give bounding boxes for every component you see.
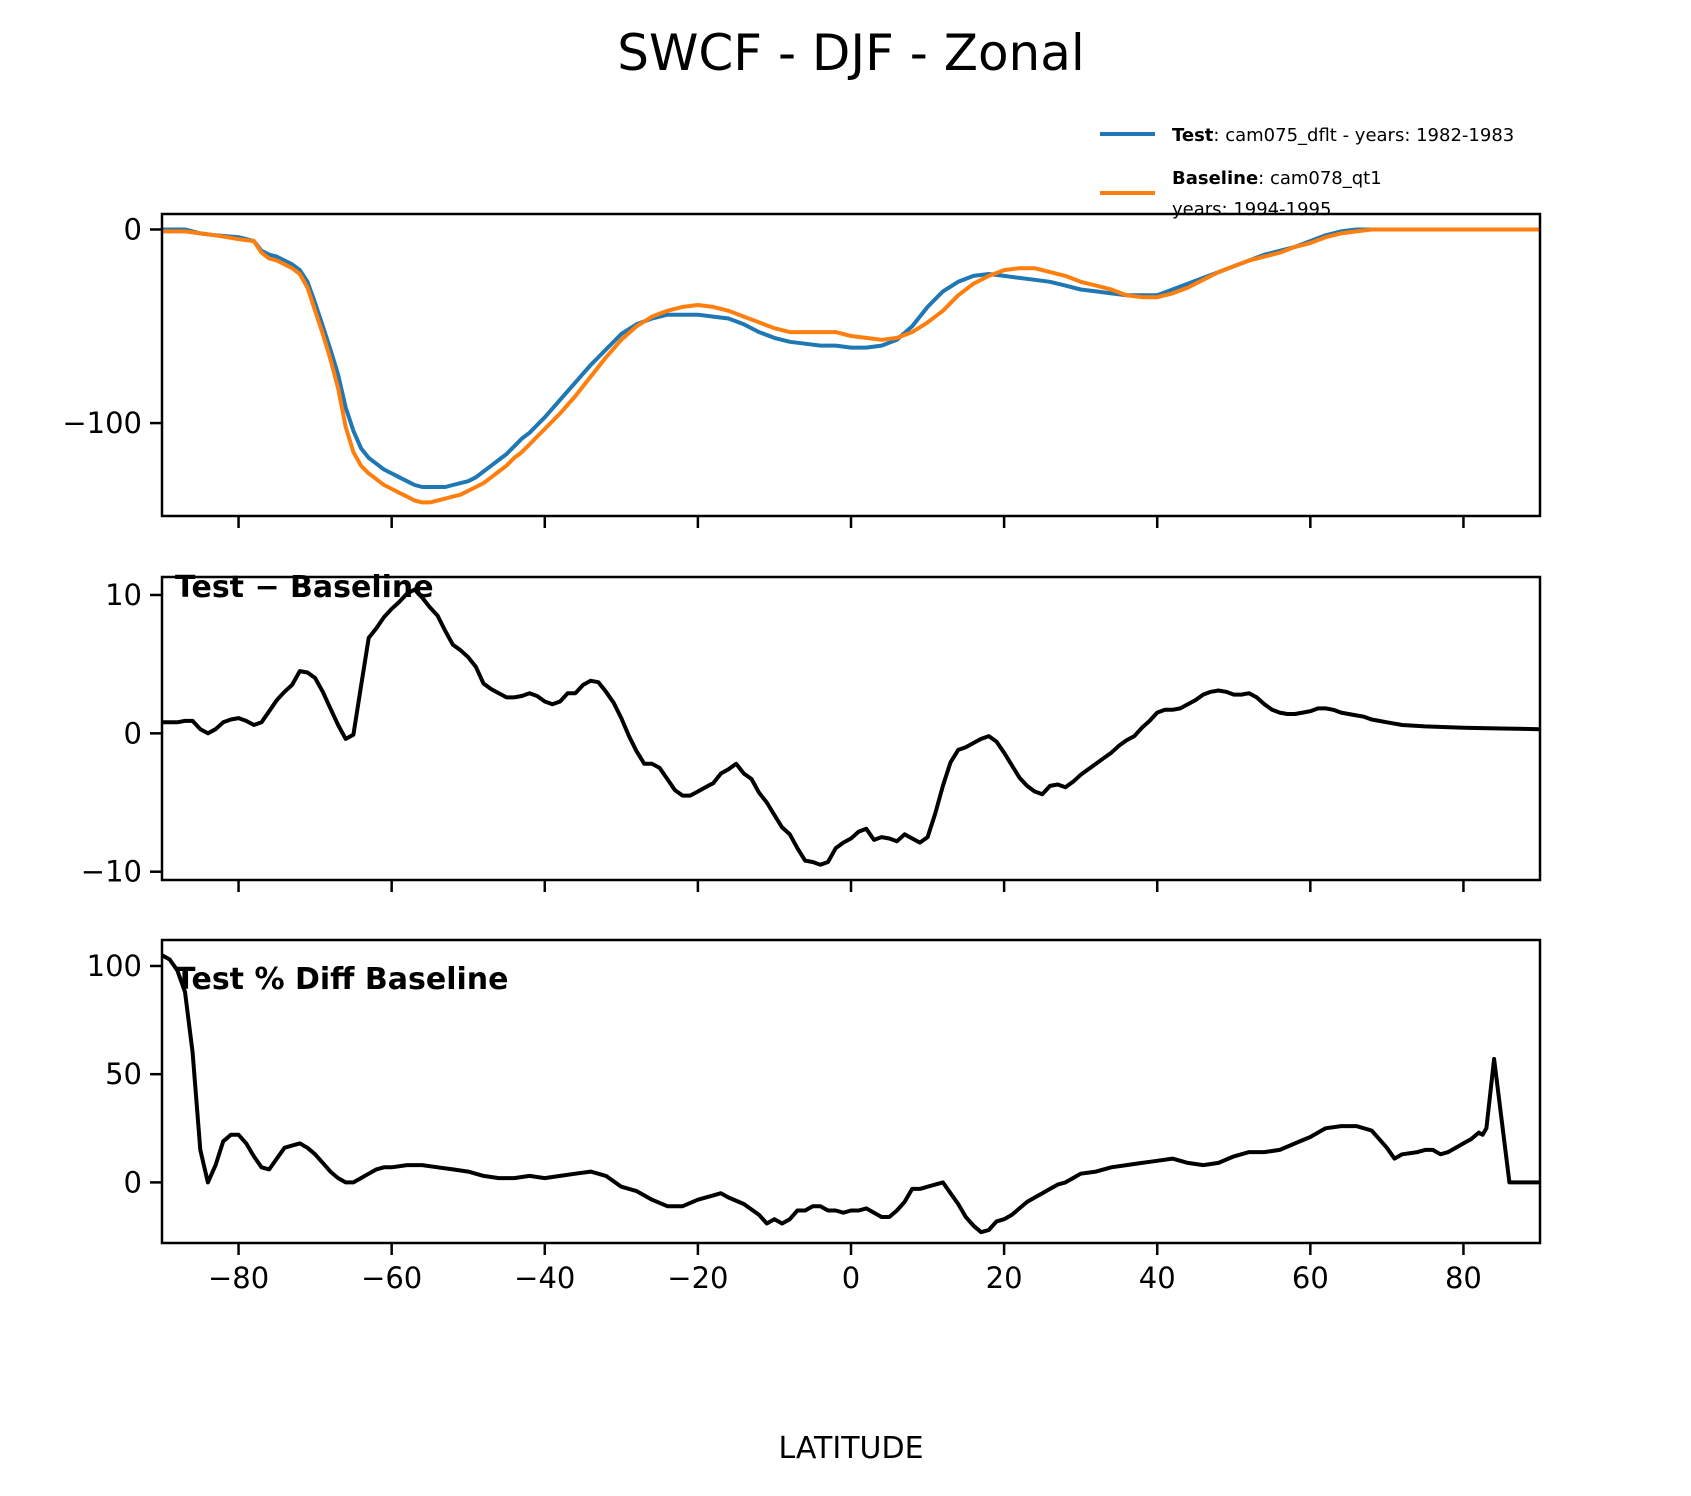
- x-tick-label: 80: [1445, 1261, 1482, 1295]
- legend-label-test-text: : cam075_dflt - years: 1982-1983: [1213, 125, 1514, 146]
- legend-label-test: Test: cam075_dflt - years: 1982-1983: [1172, 125, 1514, 146]
- panel-test-percent-diff-baseline: 100 50 0 −80 −60 −40 −20 0 20 40 60 80: [87, 938, 1542, 1295]
- x-tick-label: 40: [1139, 1261, 1176, 1295]
- y-tick-label: 0: [124, 1165, 142, 1199]
- x-tick-label: −40: [514, 1261, 575, 1295]
- y-tick-label: 0: [124, 716, 142, 750]
- x-tick-label: 20: [986, 1261, 1023, 1295]
- y-tick-label: −100: [62, 406, 142, 440]
- legend-label-baseline-bold: Baseline: [1172, 168, 1258, 189]
- legend-label-baseline-years: years: 1994-1995: [1172, 199, 1331, 220]
- series-line-baseline: [162, 227, 1540, 505]
- panel-title-diff: Test − Baseline: [175, 570, 434, 605]
- y-tick-label: 0: [124, 212, 142, 246]
- panel-test-minus-baseline: 10 0 −10: [81, 575, 1542, 892]
- legend-label-baseline: Baseline: cam078_qt1: [1172, 168, 1382, 189]
- series-line-test-diff-baseline: [162, 953, 1540, 1235]
- y-tick-label: 50: [105, 1057, 142, 1091]
- series-line-test: [162, 227, 1540, 489]
- x-axis-label: LATITUDE: [778, 1431, 923, 1466]
- series-line-test-baseline: [162, 587, 1540, 867]
- y-tick-label: −10: [81, 855, 142, 889]
- panel-zonal-mean: 0 −100: [62, 212, 1542, 528]
- legend-label-test-bold: Test: [1172, 125, 1214, 146]
- x-tick-label: 60: [1292, 1261, 1329, 1295]
- x-tick-label: −80: [208, 1261, 269, 1295]
- x-tick-label: −60: [361, 1261, 422, 1295]
- y-tick-label: 100: [87, 949, 142, 983]
- axes-frame: [160, 575, 1542, 882]
- x-tick-label: −20: [667, 1261, 728, 1295]
- legend: Test: cam075_dflt - years: 1982-1983 Bas…: [1100, 125, 1514, 220]
- x-tick-label: 0: [842, 1261, 860, 1295]
- y-tick-label: 10: [105, 578, 142, 612]
- panel-title-pctdiff: Test % Diff Baseline: [175, 962, 509, 997]
- legend-label-baseline-text: : cam078_qt1: [1258, 168, 1382, 189]
- chart-title: SWCF - DJF - Zonal: [617, 24, 1085, 82]
